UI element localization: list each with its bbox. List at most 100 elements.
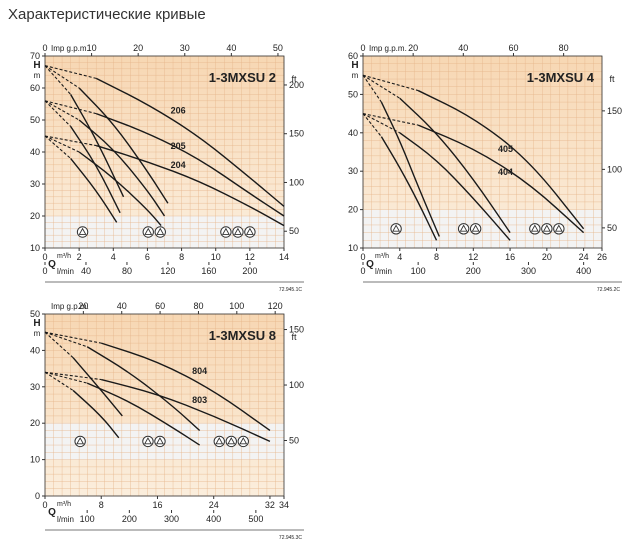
impeller-triangle-icon xyxy=(76,437,85,445)
bottom-tick-label: 12 xyxy=(468,252,478,262)
pump-curve-series-4 xyxy=(78,119,166,217)
left-tick-label: 20 xyxy=(30,211,40,221)
right-tick-label: 50 xyxy=(289,226,299,236)
lmin-tick-label: 500 xyxy=(248,514,263,524)
top-tick-label: 80 xyxy=(193,301,203,311)
top-axis-label: Imp g.p.m. xyxy=(51,44,89,53)
top-tick-label: 20 xyxy=(133,43,143,53)
bottom-tick-label: 24 xyxy=(579,252,589,262)
pump-curve-series-5 xyxy=(380,136,438,241)
curve-dash xyxy=(44,100,80,121)
pump-curve-204 xyxy=(96,144,285,227)
pump-curve-series-4 xyxy=(380,101,440,237)
impeller-triangle-icon xyxy=(143,437,152,445)
left-tick-label: 40 xyxy=(348,128,358,138)
lmin-tick-label: 200 xyxy=(466,266,481,276)
bottom-tick-label: 20 xyxy=(542,252,552,262)
bottom-tick-label: 2 xyxy=(77,252,82,262)
lmin-tick-label: 120 xyxy=(160,266,175,276)
impeller-triangle-icon xyxy=(156,227,165,235)
impeller-triangle-icon xyxy=(459,224,468,232)
lmin-tick-label: 160 xyxy=(201,266,216,276)
left-tick-label: 70 xyxy=(30,51,40,61)
bottom-axis-unit-m3h: m³/h xyxy=(57,501,71,508)
top-tick-label: 40 xyxy=(458,43,468,53)
pump-curve-series-2 xyxy=(399,97,511,234)
right-tick-label: 100 xyxy=(289,177,304,187)
series-label: 404 xyxy=(498,167,513,177)
top-axis-label: Imp g.p.m. xyxy=(369,44,407,53)
left-tick-label: 50 xyxy=(348,89,358,99)
impeller-triangle-icon xyxy=(530,224,539,232)
left-tick-label: 40 xyxy=(30,147,40,157)
pump-curve-205 xyxy=(95,112,285,217)
curve-dash xyxy=(44,135,97,147)
curve-dash xyxy=(362,113,401,134)
page-title: Характеристические кривые xyxy=(8,6,206,23)
left-axis-label: H xyxy=(351,60,358,71)
impeller-triangle-icon xyxy=(542,224,551,232)
bottom-tick-label: 0 xyxy=(42,500,47,510)
left-tick-label: 10 xyxy=(30,243,40,253)
pump-curve-series-2 xyxy=(86,346,201,431)
chart-title: 1-3MXSU 4 xyxy=(527,70,595,85)
left-tick-label: 60 xyxy=(348,51,358,61)
impeller-triangle-icon xyxy=(554,224,563,232)
left-axis-unit: m xyxy=(34,329,41,338)
pump-curve-series-7 xyxy=(70,126,121,214)
top-tick-label: 40 xyxy=(117,301,127,311)
bottom-tick-label: 34 xyxy=(279,500,289,510)
bottom-axis-q-letter: Q xyxy=(48,259,56,270)
bottom-tick-label: 26 xyxy=(597,252,607,262)
right-tick-label: 50 xyxy=(607,223,617,233)
impeller-triangle-icon xyxy=(144,227,153,235)
lmin-tick-label: 0 xyxy=(42,266,47,276)
bottom-tick-label: 32 xyxy=(265,500,275,510)
lmin-tick-label: 0 xyxy=(360,266,365,276)
bottom-axis-unit-m3h: m³/h xyxy=(57,253,71,260)
curve-dash xyxy=(44,371,88,384)
curve-dash xyxy=(44,65,72,95)
impeller-triangle-icon xyxy=(155,437,164,445)
right-tick-label: 200 xyxy=(289,80,304,90)
series-label: 803 xyxy=(192,395,207,405)
curve-dash xyxy=(44,371,74,391)
right-tick-label: 100 xyxy=(607,164,622,174)
top-tick-label: 20 xyxy=(78,301,88,311)
curve-dash xyxy=(44,65,80,89)
impeller-triangle-icon xyxy=(233,227,242,235)
curve-dash xyxy=(362,74,419,92)
curve-dash xyxy=(362,113,419,126)
bottom-tick-label: 24 xyxy=(209,500,219,510)
pump-curve-series-3 xyxy=(78,87,169,204)
lmin-tick-label: 300 xyxy=(164,514,179,524)
impeller-triangle-icon xyxy=(227,437,236,445)
top-tick-label: 100 xyxy=(229,301,244,311)
bottom-axis-unit-lmin: l/min xyxy=(57,267,74,276)
top-tick-label: 20 xyxy=(408,43,418,53)
top-tick-label: 30 xyxy=(180,43,190,53)
chart-code: 72.945.3C xyxy=(279,535,302,541)
curve-dash xyxy=(362,74,401,99)
bottom-tick-label: 4 xyxy=(111,252,116,262)
bottom-tick-label: 6 xyxy=(145,252,150,262)
curve-dash xyxy=(44,371,102,381)
pump-curve-series-3 xyxy=(86,382,201,446)
left-tick-label: 40 xyxy=(30,345,40,355)
pump-curve-804 xyxy=(101,342,271,432)
top-tick-label: 80 xyxy=(559,43,569,53)
impeller-triangle-icon xyxy=(215,437,224,445)
curve-dash xyxy=(44,135,71,159)
lmin-tick-label: 80 xyxy=(122,266,132,276)
bottom-tick-label: 0 xyxy=(42,252,47,262)
impeller-triangle-icon xyxy=(471,224,480,232)
lmin-tick-label: 100 xyxy=(80,514,95,524)
bottom-axis-unit-m3h: m³/h xyxy=(375,253,389,260)
bottom-tick-label: 12 xyxy=(245,252,255,262)
left-axis-unit: m xyxy=(352,71,359,80)
series-label: 205 xyxy=(171,141,186,151)
lmin-tick-label: 100 xyxy=(411,266,426,276)
right-tick-label: 150 xyxy=(289,325,304,335)
